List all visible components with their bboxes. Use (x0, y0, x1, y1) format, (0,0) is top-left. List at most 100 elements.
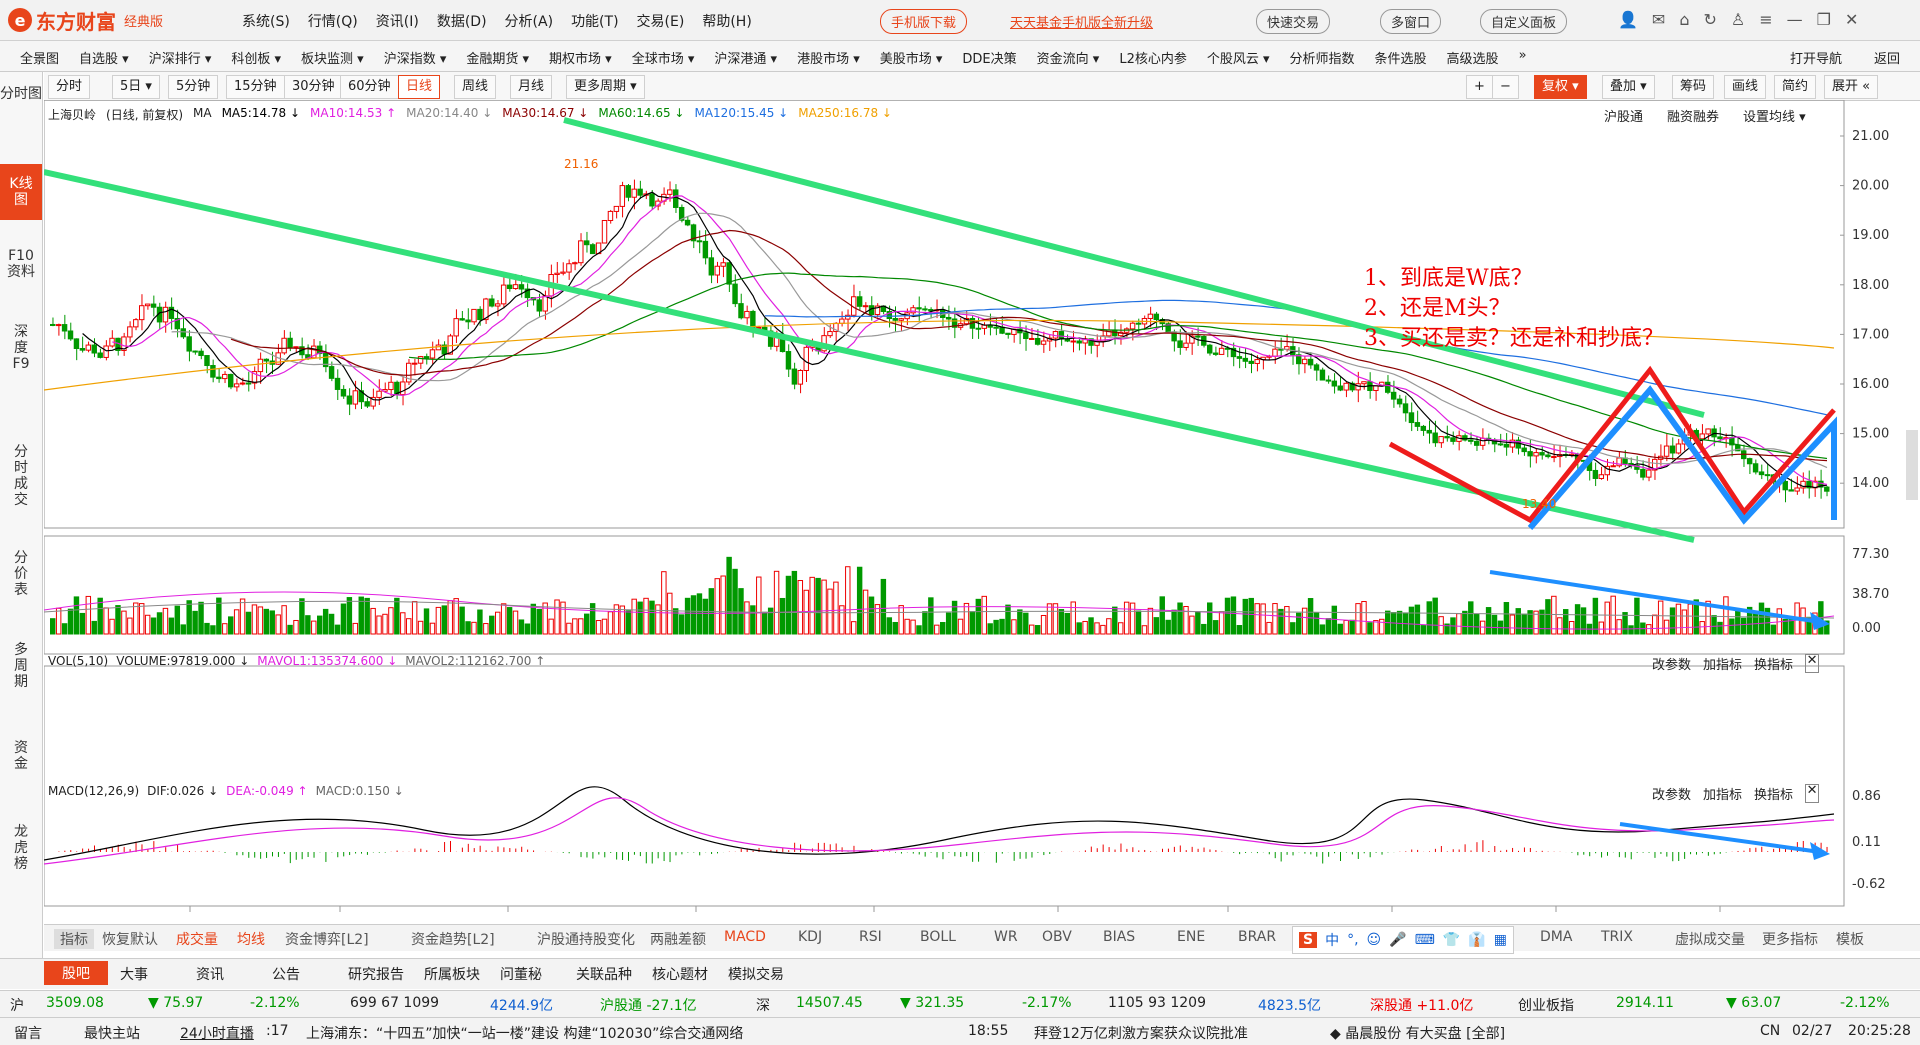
message-button[interactable]: 留言 (14, 1026, 42, 1042)
fund-promo-link[interactable]: 天天基金手机版全新升级 (1010, 16, 1154, 31)
sidebar-kline[interactable]: K线图 (0, 164, 42, 220)
volume-switch-indicator[interactable]: 换指标 (1754, 658, 1794, 673)
news-headline-2[interactable]: 拜登12万亿刺激方案获众议院批准 (1034, 1026, 1248, 1042)
indicator-tab-19[interactable]: TRIX (1601, 929, 1633, 945)
nav-adv-screener[interactable]: 高级选股 (1446, 52, 1499, 67)
indicator-tab-15[interactable]: ENE (1177, 929, 1206, 945)
nav-fund-flow[interactable]: 资金流向 ▾ (1036, 52, 1100, 67)
sidebar-capital[interactable]: 资金 (14, 740, 28, 772)
period-weekly[interactable]: 周线 (454, 75, 497, 99)
indicator-tab-7[interactable]: 两融差额 (650, 932, 706, 948)
period-intraday[interactable]: 分时 (48, 75, 91, 99)
back-button[interactable]: 返回 (1874, 52, 1901, 67)
indicator-tab-2[interactable]: 成交量 (176, 932, 218, 948)
fastest-server[interactable]: 最快主站 (84, 1026, 140, 1042)
menu-quote[interactable]: 行情(Q) (307, 14, 358, 30)
open-nav-button[interactable]: 打开导航 (1790, 52, 1843, 67)
ime-grid-icon[interactable]: ▦ (1493, 932, 1507, 948)
period-30min[interactable]: 30分钟 (284, 75, 343, 99)
indicator-tab-14[interactable]: BIAS (1103, 929, 1136, 945)
ime-tools-icon[interactable]: 👔 (1468, 932, 1486, 948)
indicator-tab-4[interactable]: 资金博弈[L2] (285, 932, 369, 948)
draw-line-button[interactable]: 画线 (1724, 75, 1767, 99)
menu-data[interactable]: 数据(D) (436, 14, 487, 30)
mail-icon[interactable]: ✉ (1651, 10, 1666, 29)
nav-futures[interactable]: 金融期货 ▾ (466, 52, 530, 67)
news-headline-1[interactable]: 上海浦东：“十四五”加快“一站一楼”建设 构建“102030”综合交通网络 (306, 1026, 744, 1042)
restore-icon[interactable]: ❐ (1816, 10, 1831, 29)
period-monthly[interactable]: 月线 (510, 75, 553, 99)
adjust-button[interactable]: 复权 ▾ (1534, 75, 1587, 99)
nav-hk[interactable]: 港股市场 ▾ (797, 52, 860, 67)
macd-add-indicator[interactable]: 加指标 (1703, 788, 1743, 803)
nav-stock-news[interactable]: 个股风云 ▾ (1206, 52, 1270, 67)
period-more[interactable]: 更多周期 ▾ (566, 75, 645, 99)
indicator-tab-6[interactable]: 沪股通持股变化 (537, 932, 635, 948)
bottom-tab-7[interactable]: 关联品种 (576, 967, 632, 983)
nav-l2[interactable]: L2核心内参 (1119, 52, 1187, 67)
nav-analyst[interactable]: 分析师指数 (1289, 52, 1355, 67)
indicator-tab-1[interactable]: 恢复默认 (102, 932, 158, 948)
nav-screener[interactable]: 条件选股 (1374, 52, 1427, 67)
menu-help[interactable]: 帮助(H) (702, 14, 752, 30)
sidebar-f9[interactable]: 深度F9 (12, 324, 30, 372)
period-5min[interactable]: 5分钟 (168, 75, 219, 99)
margin-button[interactable]: 融资融券 (1667, 110, 1720, 125)
user-icon[interactable]: 👤 (1618, 10, 1638, 29)
set-ma-button[interactable]: 设置均线 ▾ (1743, 110, 1806, 125)
nav-index[interactable]: 沪深指数 ▾ (383, 52, 447, 67)
indicator-tab-12[interactable]: WR (994, 929, 1018, 945)
menu-analysis[interactable]: 分析(A) (504, 14, 554, 30)
volume-add-indicator[interactable]: 加指标 (1703, 658, 1743, 673)
zoom-in-button[interactable]: + (1466, 75, 1493, 99)
indicator-tab-18[interactable]: DMA (1540, 929, 1573, 945)
sidebar-intraday[interactable]: 分时图 (0, 86, 42, 102)
menu-trade[interactable]: 交易(E) (636, 14, 685, 30)
nav-dde[interactable]: DDE决策 (962, 52, 1017, 67)
close-icon[interactable]: ✕ (1844, 10, 1859, 29)
bottom-tab-9[interactable]: 模拟交易 (728, 967, 784, 983)
menu-function[interactable]: 功能(T) (571, 14, 619, 30)
ime-punct-icon[interactable]: °, (1347, 932, 1359, 948)
sidebar-dragon-tiger[interactable]: 龙虎榜 (14, 824, 28, 872)
nav-connect[interactable]: 沪深港通 ▾ (714, 52, 778, 67)
ime-emoji-icon[interactable]: ☺ (1366, 932, 1382, 948)
indicator-tab-0[interactable]: 指标 (54, 929, 94, 949)
macd-edit-params[interactable]: 改参数 (1652, 788, 1692, 803)
custom-panel-button[interactable]: 自定义面板 (1480, 9, 1568, 34)
mobile-download-button[interactable]: 手机版下载 (880, 9, 968, 34)
nav-global[interactable]: 全球市场 ▾ (631, 52, 695, 67)
nav-sector-monitor[interactable]: 板块监测 ▾ (301, 52, 364, 67)
indicator-tab-20[interactable]: 虚拟成交量 (1675, 932, 1745, 948)
indicator-tab-8[interactable]: MACD (724, 929, 766, 945)
period-daily[interactable]: 日线 (398, 75, 441, 99)
volume-close-icon[interactable]: ✕ (1805, 654, 1820, 673)
indicator-tab-21[interactable]: 更多指标 (1762, 932, 1818, 948)
menu-news[interactable]: 资讯(I) (375, 14, 419, 30)
sidebar-trades[interactable]: 分时成交 (14, 444, 28, 508)
period-5day[interactable]: 5日 ▾ (112, 75, 160, 99)
indicator-tab-10[interactable]: RSI (859, 929, 882, 945)
ime-keyboard-icon[interactable]: ⌨ (1414, 932, 1435, 948)
overlay-button[interactable]: 叠加 ▾ (1602, 75, 1655, 99)
right-scroll-handle[interactable] (1906, 430, 1918, 500)
big-order-alert[interactable]: ◆ 晶晨股份 有大买盘 [全部] (1330, 1026, 1506, 1042)
bottom-tab-1[interactable]: 大事 (120, 967, 148, 983)
sidebar-f10[interactable]: F10资料 (7, 248, 35, 280)
macd-close-icon[interactable]: ✕ (1805, 784, 1820, 803)
menu-system[interactable]: 系统(S) (242, 14, 290, 30)
nav-us[interactable]: 美股市场 ▾ (879, 52, 943, 67)
indicator-tab-11[interactable]: BOLL (920, 929, 956, 945)
expand-button[interactable]: 展开 « (1824, 75, 1879, 99)
simple-button[interactable]: 简约 (1774, 75, 1817, 99)
bottom-tab-3[interactable]: 公告 (272, 967, 300, 983)
refresh-icon[interactable]: ↻ (1703, 10, 1717, 29)
period-60min[interactable]: 60分钟 (340, 75, 399, 99)
ime-logo-icon[interactable]: S (1299, 932, 1318, 948)
indicator-tab-13[interactable]: OBV (1042, 929, 1072, 945)
chips-button[interactable]: 筹码 (1672, 75, 1715, 99)
quick-trade-button[interactable]: 快速交易 (1256, 9, 1331, 34)
bottom-tab-6[interactable]: 问董秘 (500, 967, 542, 983)
menu-icon[interactable]: ≡ (1759, 10, 1773, 29)
indicator-tab-9[interactable]: KDJ (798, 929, 823, 945)
